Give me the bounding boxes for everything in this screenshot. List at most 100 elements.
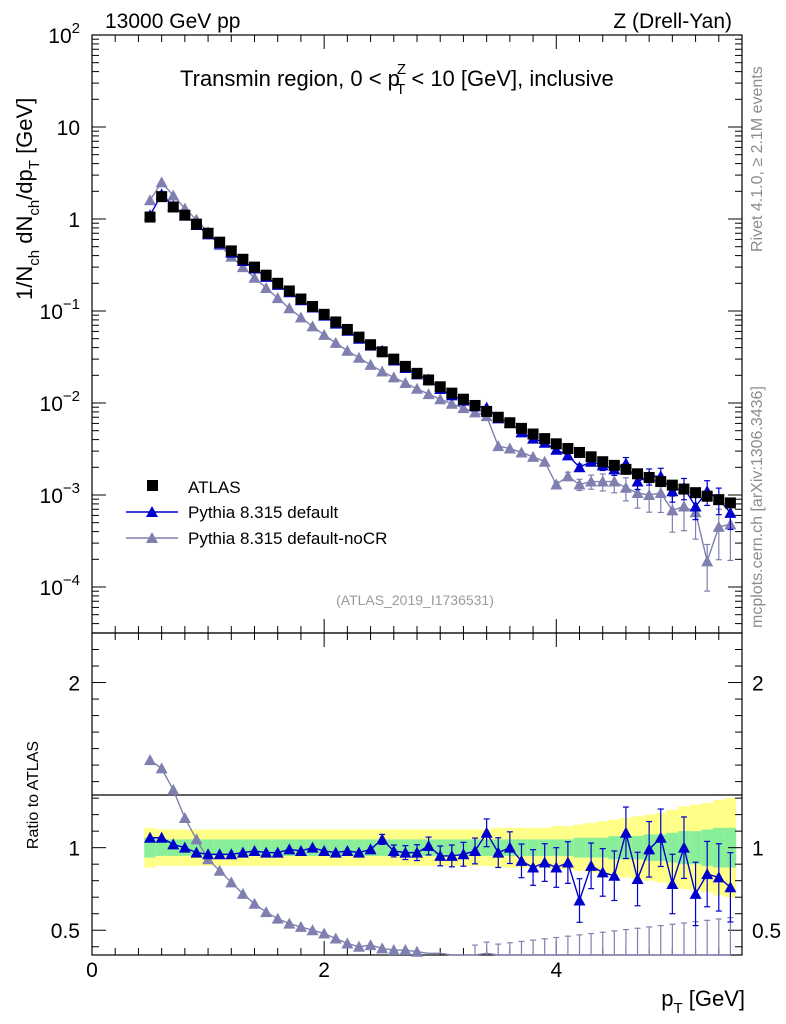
ratio-point	[411, 945, 423, 957]
data-point	[411, 367, 423, 379]
ratio-point	[318, 927, 331, 939]
data-point	[481, 405, 493, 417]
ratio-y-tick-label-right: 1	[752, 838, 764, 861]
ratio-point	[202, 848, 215, 860]
band-inner	[155, 839, 168, 856]
ratio-point	[306, 924, 319, 936]
band-inner	[631, 836, 644, 860]
y-tick-label-base: 1	[68, 209, 80, 232]
ratio-y-axis-label: Ratio to ATLAS	[25, 741, 42, 849]
ratio-frame	[91, 632, 743, 956]
band-inner	[144, 837, 156, 858]
ratio-point	[260, 846, 273, 858]
data-point	[376, 365, 389, 377]
ratio-point	[248, 897, 261, 909]
main-data-marks	[144, 176, 737, 592]
data-point	[260, 269, 272, 281]
ratio-point	[213, 848, 226, 860]
ratio-point	[352, 846, 365, 858]
data-point	[434, 381, 446, 393]
ratio-point	[352, 940, 365, 952]
ratio-point	[596, 866, 609, 878]
ratio-data-marks	[144, 754, 737, 957]
data-point	[538, 455, 551, 467]
data-point	[423, 374, 435, 386]
data-point	[724, 506, 737, 518]
ratio-point	[178, 811, 191, 823]
ratio-point	[387, 844, 400, 856]
y-tick-label-base: 10	[57, 117, 80, 140]
data-point	[492, 411, 504, 423]
data-point	[457, 393, 469, 405]
data-point	[283, 302, 296, 314]
data-point	[608, 459, 620, 471]
data-point	[701, 490, 713, 502]
data-point	[515, 422, 527, 434]
ratio-point	[608, 869, 621, 881]
y-tick-label-base: 10	[40, 393, 63, 416]
data-point	[643, 471, 655, 483]
data-point	[713, 494, 725, 506]
data-point	[341, 323, 353, 335]
data-point	[330, 316, 342, 328]
ratio-y-tick-label-right: 0.5	[752, 920, 781, 943]
ratio-point	[178, 841, 191, 853]
data-point	[272, 277, 284, 289]
y-tick-label-exponent: 2	[72, 20, 80, 37]
data-point	[236, 261, 249, 273]
ratio-point	[155, 831, 168, 843]
ratio-point	[585, 859, 598, 871]
data-point	[666, 485, 679, 497]
ratio-point	[527, 861, 540, 873]
ratio-point	[492, 846, 505, 858]
data-point	[434, 393, 447, 405]
data-point	[550, 478, 563, 490]
band-inner	[225, 839, 238, 856]
ratio-point	[294, 920, 307, 932]
ratio-point	[631, 873, 644, 885]
data-point	[619, 481, 632, 493]
ratio-panel: 0.5 0.5 1 1 2 2 0 2 4 Ratio to ATLAS pT [GeV]	[25, 632, 781, 1017]
data-point	[271, 292, 284, 304]
y-tick-label-base: 10	[40, 485, 63, 508]
ratio-point	[712, 871, 725, 883]
data-point	[573, 461, 586, 473]
data-point	[341, 344, 354, 356]
data-point	[179, 209, 191, 221]
main-axis-ticks	[91, 34, 743, 633]
x-tick-label: 2	[318, 959, 330, 982]
ratio-y-tick-label: 1	[68, 838, 80, 861]
data-point	[666, 479, 678, 491]
ratio-point	[236, 887, 249, 899]
legend-label-atlas: ATLAS	[188, 478, 241, 497]
data-point	[457, 402, 470, 414]
ratio-point	[573, 894, 586, 906]
ratio-point	[318, 844, 331, 856]
y-tick-label: 10−2	[40, 388, 80, 416]
data-point	[643, 489, 656, 500]
data-point	[712, 520, 725, 532]
ratio-point	[283, 843, 296, 855]
data-point	[585, 451, 597, 463]
ratio-point	[399, 944, 412, 956]
ratio-point	[457, 848, 470, 860]
data-point	[399, 360, 411, 372]
data-point	[632, 468, 644, 480]
data-point	[214, 236, 226, 248]
y-tick-label: 10−4	[40, 572, 80, 600]
data-point	[365, 339, 377, 351]
data-point	[422, 388, 435, 400]
data-point	[585, 475, 598, 487]
data-point	[654, 487, 667, 499]
data-point	[144, 211, 156, 223]
data-point	[631, 487, 644, 499]
data-point	[561, 449, 574, 461]
band-inner	[527, 839, 539, 856]
ratio-point	[364, 939, 377, 951]
legend-marker-nocr	[146, 532, 158, 543]
legend-marker-atlas	[147, 480, 158, 491]
plot-title: Transmin region, 0 < pZ T < 10 [GeV], inc…	[180, 61, 614, 98]
ratio-point	[155, 762, 168, 774]
ratio-point	[190, 846, 203, 858]
